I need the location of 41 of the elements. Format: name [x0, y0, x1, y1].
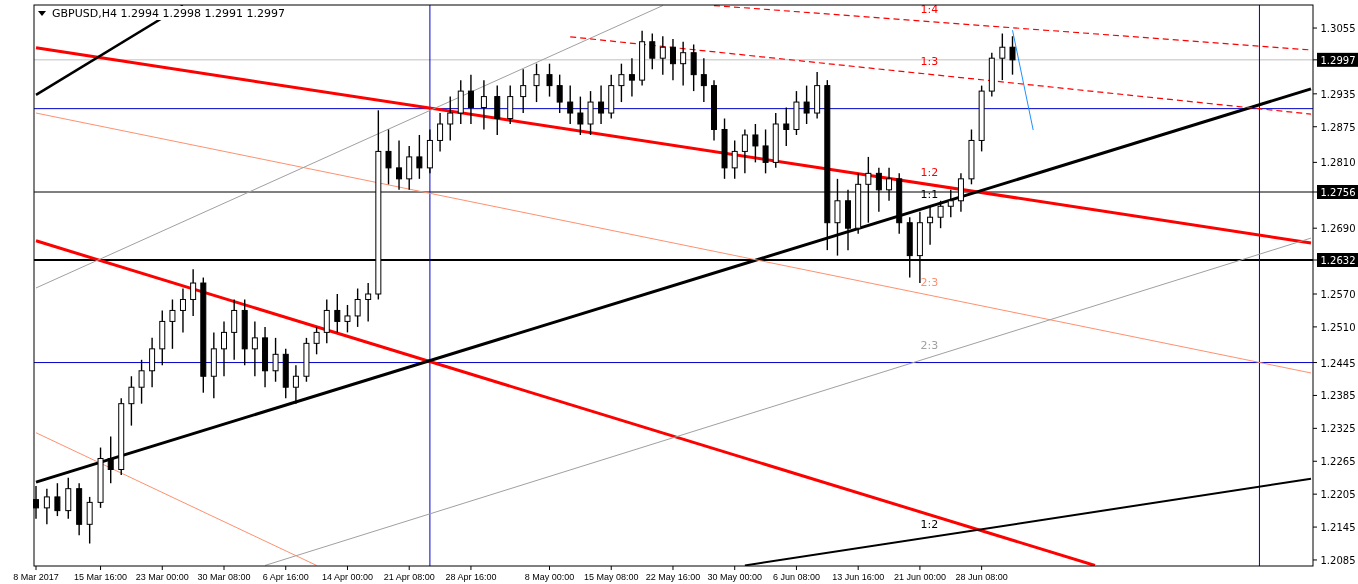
chart-title: GBPUSD,H4 1.2994 1.2998 1.2991 1.2997 [52, 7, 285, 20]
y-tick-label: 1.2935 [1320, 88, 1356, 100]
y-tick-label: 1.2385 [1320, 390, 1356, 402]
y-tick-label: 1.2145 [1320, 522, 1356, 534]
y-tick-label: 1.2325 [1320, 423, 1356, 435]
x-tick-label: 23 Mar 00:00 [135, 572, 189, 582]
x-tick-label: 6 Apr 16:00 [262, 572, 309, 582]
series-label: 1:2 [920, 518, 939, 532]
y-tick-label: 1.3055 [1320, 23, 1356, 35]
series-label: 1:4 [920, 2, 939, 16]
x-tick-label: 13 Jun 16:00 [832, 572, 885, 582]
y-tick-label: 1.2690 [1320, 223, 1356, 235]
y-tick-label: 1.2510 [1320, 321, 1356, 333]
x-tick-label: 6 Jun 08:00 [772, 572, 820, 582]
y-tick-label: 1.2570 [1320, 289, 1356, 300]
y-tick-label: 1.2265 [1320, 456, 1356, 468]
y-tick-label: 1.2756 [1320, 187, 1356, 198]
x-tick-label: 15 Mar 16:00 [74, 572, 128, 582]
y-tick-label: 1.2085 [1320, 554, 1356, 566]
y-tick-label: 1.2632 [1320, 255, 1356, 266]
x-tick-label: 21 Apr 08:00 [383, 572, 435, 582]
y-tick-label: 1.2445 [1320, 357, 1356, 369]
series-label: 1:1 [920, 187, 939, 201]
y-tick-label: 1.2875 [1320, 121, 1356, 133]
y-tick-label: 1.2997 [1320, 54, 1356, 66]
x-tick-label: 15 May 08:00 [583, 572, 639, 582]
series-label: 2:3 [920, 276, 939, 290]
x-tick-label: 14 Apr 00:00 [321, 572, 373, 582]
x-tick-label: 28 Jun 08:00 [955, 572, 1008, 582]
y-tick-label: 1.2810 [1320, 157, 1356, 169]
series-label: 2:3 [920, 338, 939, 352]
series-label: 1:2 [920, 165, 939, 179]
y-tick-label: 1.2205 [1320, 489, 1356, 501]
series-label: 1:3 [920, 55, 939, 69]
x-tick-label: 8 Mar 2017 [13, 572, 59, 582]
x-tick-label: 8 May 00:00 [524, 572, 575, 582]
x-tick-label: 30 Mar 08:00 [197, 572, 251, 582]
x-tick-label: 30 May 00:00 [707, 572, 762, 582]
x-tick-label: 21 Jun 00:00 [893, 572, 946, 582]
x-tick-label: 28 Apr 16:00 [445, 572, 497, 582]
x-tick-label: 22 May 16:00 [645, 572, 701, 582]
